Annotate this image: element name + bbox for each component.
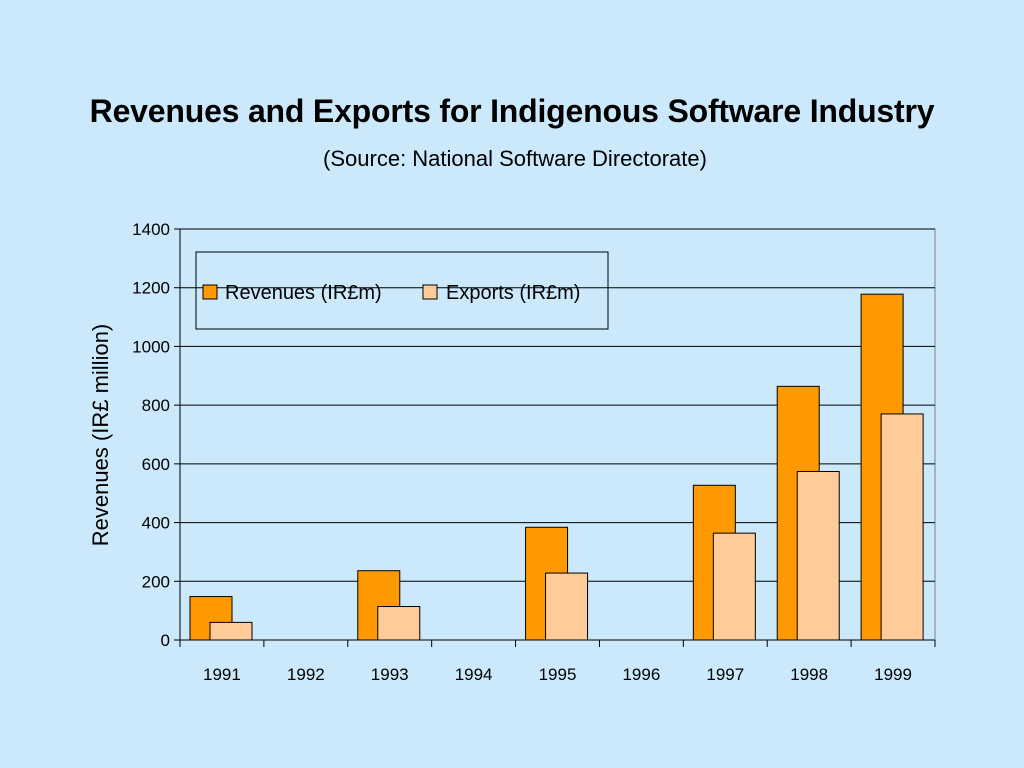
legend-label: Exports (IR£m) [446,282,580,304]
x-tick-label: 1992 [287,665,325,684]
y-tick-label: 1400 [132,220,170,239]
x-tick-label: 1997 [706,665,744,684]
bar-exports-1991 [209,621,253,641]
x-tick-label: 1993 [371,665,409,684]
y-tick-label: 1200 [132,279,170,298]
legend-box [195,251,609,330]
chart-subtitle: (Source: National Software Directorate) [323,146,707,171]
y-tick-label: 800 [142,396,170,415]
bar-exports-1995 [545,572,589,641]
y-tick-label: 200 [142,572,170,591]
y-tick-label: 1000 [132,337,170,356]
x-tick-label: 1998 [790,665,828,684]
legend-label: Revenues (IR£m) [225,282,382,304]
y-tick-label: 600 [142,455,170,474]
chart-title: Revenues and Exports for Indigenous Soft… [89,93,935,129]
bar-exports-1998 [796,470,840,641]
y-tick-label: 400 [142,514,170,533]
legend-swatch [202,284,218,300]
x-tick-label: 1994 [455,665,493,684]
x-tick-label: 1996 [622,665,660,684]
bar-exports-1997 [712,532,756,641]
x-tick-label: 1991 [203,665,241,684]
y-axis-label: Revenues (IR£ million) [88,324,113,547]
bars [189,293,924,641]
x-tick-label: 1995 [539,665,577,684]
bar-exports-1993 [377,606,421,641]
x-tick-label: 1999 [874,665,912,684]
axes: 0 200 400 600 800 1000 1200 1400 1991 1992 1993 199… [132,220,936,684]
y-tick-label: 0 [161,631,170,650]
legend: Revenues (IR£m) Exports (IR£m) [195,251,609,330]
bar-exports-1999 [880,413,924,641]
legend-swatch [422,284,438,300]
